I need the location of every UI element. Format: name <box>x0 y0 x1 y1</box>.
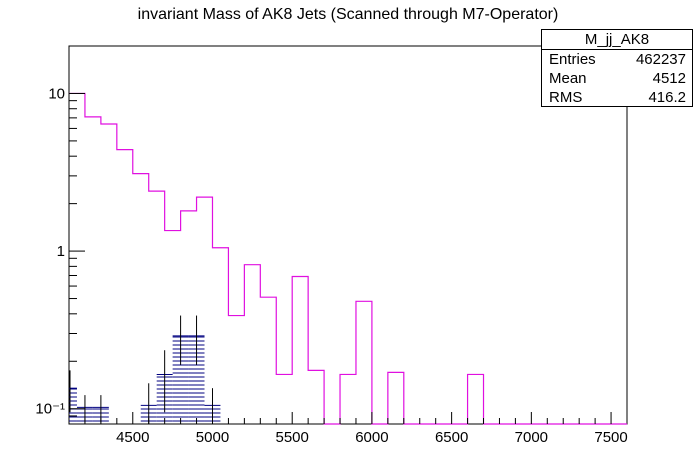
plot-frame <box>68 45 628 425</box>
x-tick-label: 5500 <box>276 429 309 446</box>
stats-mean-row: Mean 4512 <box>542 69 692 88</box>
y-axis: 10⁻¹ 1 10 <box>35 45 85 418</box>
y-tick-label: 10⁻¹ <box>35 401 65 418</box>
stats-rms-row: RMS 416.2 <box>542 88 692 107</box>
step-histogram <box>69 92 627 425</box>
x-tick-label: 6500 <box>435 429 468 446</box>
x-tick-label: 4500 <box>116 429 149 446</box>
x-tick-label: 6000 <box>355 429 388 446</box>
hatched-bar <box>69 370 77 422</box>
chart-title: invariant Mass of AK8 Jets (Scanned thro… <box>137 6 559 23</box>
hatched-bar <box>156 350 173 422</box>
hatched-bar <box>172 315 189 422</box>
stats-mean-label: Mean <box>549 70 587 87</box>
stats-rms-label: RMS <box>549 89 583 106</box>
stats-box-title: M_jj_AK8 <box>542 30 692 50</box>
stats-entries-label: Entries <box>549 51 596 68</box>
y-tick-label: 10 <box>48 85 65 102</box>
stats-box: M_jj_AK8 Entries 462237 Mean 4512 RMS 41… <box>541 29 693 107</box>
stats-entries-value: 462237 <box>635 51 686 68</box>
hatched-bar <box>92 395 109 423</box>
hatched-bar <box>188 315 205 422</box>
stats-mean-value: 4512 <box>652 70 686 87</box>
x-axis: 4500 5000 5500 6000 6500 7000 7500 <box>84 412 628 446</box>
stats-rms-value: 416.2 <box>648 89 686 106</box>
stats-entries-row: Entries 462237 <box>542 50 692 69</box>
magenta-step-line <box>69 92 627 425</box>
x-tick-label: 7000 <box>515 429 548 446</box>
hatched-bar <box>140 383 157 424</box>
x-tick-label: 7500 <box>594 429 627 446</box>
x-tick-label: 5000 <box>196 429 229 446</box>
y-tick-label: 1 <box>57 243 65 260</box>
hatched-histogram <box>69 315 221 424</box>
